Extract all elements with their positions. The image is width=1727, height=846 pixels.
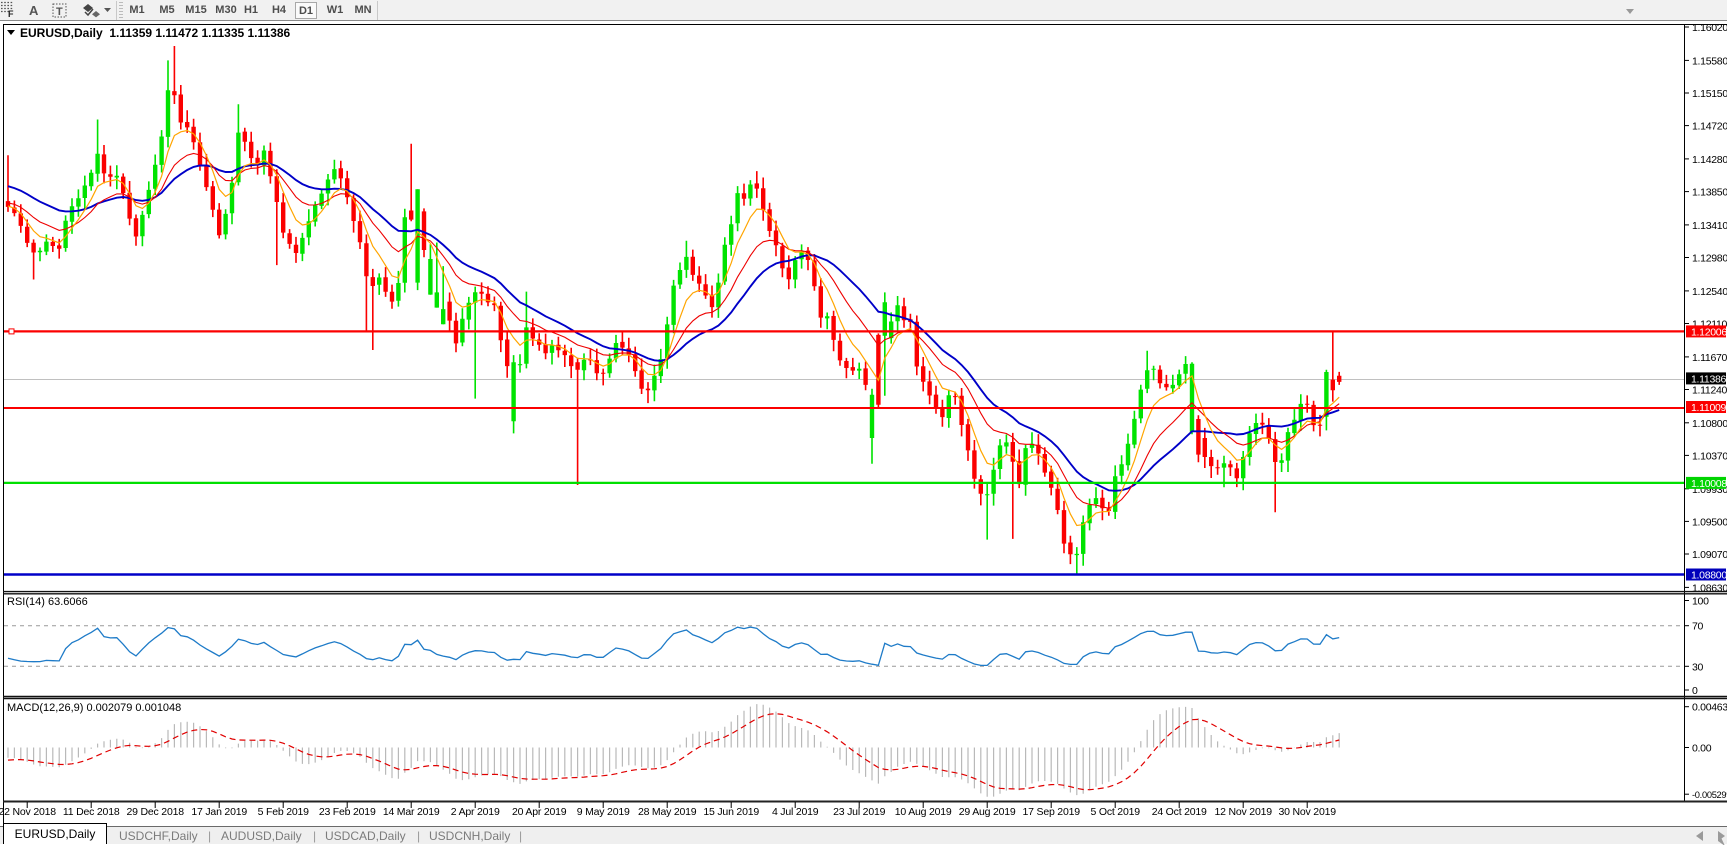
svg-text:1.14280: 1.14280 <box>1692 154 1727 166</box>
svg-text:RSI(14) 63.6066: RSI(14) 63.6066 <box>7 596 88 608</box>
svg-text:15 Jun 2019: 15 Jun 2019 <box>703 806 759 818</box>
svg-text:30: 30 <box>1692 661 1704 673</box>
svg-text:29 Dec 2018: 29 Dec 2018 <box>127 806 185 818</box>
svg-text:1.13850: 1.13850 <box>1692 187 1727 199</box>
svg-text:2 Apr 2019: 2 Apr 2019 <box>451 806 500 818</box>
svg-text:1.14720: 1.14720 <box>1692 121 1727 133</box>
svg-text:12 Nov 2019: 12 Nov 2019 <box>1215 806 1273 818</box>
svg-text:1.16020: 1.16020 <box>1692 22 1727 34</box>
svg-text:17 Jan 2019: 17 Jan 2019 <box>191 806 247 818</box>
svg-text:23 Feb 2019: 23 Feb 2019 <box>319 806 376 818</box>
svg-text:1.11240: 1.11240 <box>1692 385 1727 397</box>
svg-text:30 Nov 2019: 30 Nov 2019 <box>1279 806 1337 818</box>
svg-text:0.00: 0.00 <box>1692 743 1712 755</box>
svg-text:A: A <box>29 3 39 18</box>
svg-text:1.09500: 1.09500 <box>1692 516 1727 528</box>
svg-text:1.15150: 1.15150 <box>1692 88 1727 100</box>
svg-text:1.12006: 1.12006 <box>1691 326 1727 338</box>
svg-text:1.11009: 1.11009 <box>1691 402 1727 414</box>
svg-text:17 Sep 2019: 17 Sep 2019 <box>1023 806 1081 818</box>
svg-text:20 Apr 2019: 20 Apr 2019 <box>512 806 567 818</box>
svg-text:1.10008: 1.10008 <box>1691 478 1727 490</box>
svg-text:1.09070: 1.09070 <box>1692 549 1727 561</box>
svg-text:24 Oct 2019: 24 Oct 2019 <box>1152 806 1207 818</box>
svg-text:5 Oct 2019: 5 Oct 2019 <box>1091 806 1141 818</box>
svg-text:-0.005299: -0.005299 <box>1692 790 1727 800</box>
svg-text:22 Nov 2018: 22 Nov 2018 <box>0 806 56 818</box>
svg-text:1.08800: 1.08800 <box>1691 570 1727 582</box>
svg-text:F: F <box>8 9 14 19</box>
svg-text:1.15580: 1.15580 <box>1692 55 1727 67</box>
svg-text:11 Dec 2018: 11 Dec 2018 <box>63 806 120 818</box>
svg-text:29 Aug 2019: 29 Aug 2019 <box>959 806 1016 818</box>
svg-text:5 Feb 2019: 5 Feb 2019 <box>258 806 309 818</box>
svg-text:1.11670: 1.11670 <box>1692 352 1727 364</box>
svg-text:9 May 2019: 9 May 2019 <box>577 806 630 818</box>
svg-text:100: 100 <box>1692 596 1709 608</box>
svg-text:EURUSD,Daily 1.11359 1.11472: EURUSD,Daily 1.11359 1.11472 1.11335 1.1… <box>20 26 291 40</box>
svg-text:0: 0 <box>1692 685 1698 697</box>
svg-text:14 Mar 2019: 14 Mar 2019 <box>383 806 440 818</box>
svg-text:MACD(12,26,9) 0.002079 0.00104: MACD(12,26,9) 0.002079 0.001048 <box>7 702 181 714</box>
svg-text:1.08630: 1.08630 <box>1692 582 1727 594</box>
svg-text:0.00463: 0.00463 <box>1692 702 1727 714</box>
svg-text:1.12980: 1.12980 <box>1692 253 1727 265</box>
svg-text:28 May 2019: 28 May 2019 <box>638 806 697 818</box>
svg-text:1.10370: 1.10370 <box>1692 450 1727 462</box>
svg-text:1.13410: 1.13410 <box>1692 220 1727 232</box>
svg-text:4 Jul 2019: 4 Jul 2019 <box>772 806 819 818</box>
svg-text:1.10800: 1.10800 <box>1692 418 1727 430</box>
svg-text:T: T <box>56 6 63 18</box>
svg-text:1.11386: 1.11386 <box>1691 373 1727 385</box>
svg-text:23 Jul 2019: 23 Jul 2019 <box>833 806 885 818</box>
svg-text:1.12540: 1.12540 <box>1692 286 1727 298</box>
svg-text:70: 70 <box>1692 621 1704 633</box>
svg-text:10 Aug 2019: 10 Aug 2019 <box>895 806 952 818</box>
